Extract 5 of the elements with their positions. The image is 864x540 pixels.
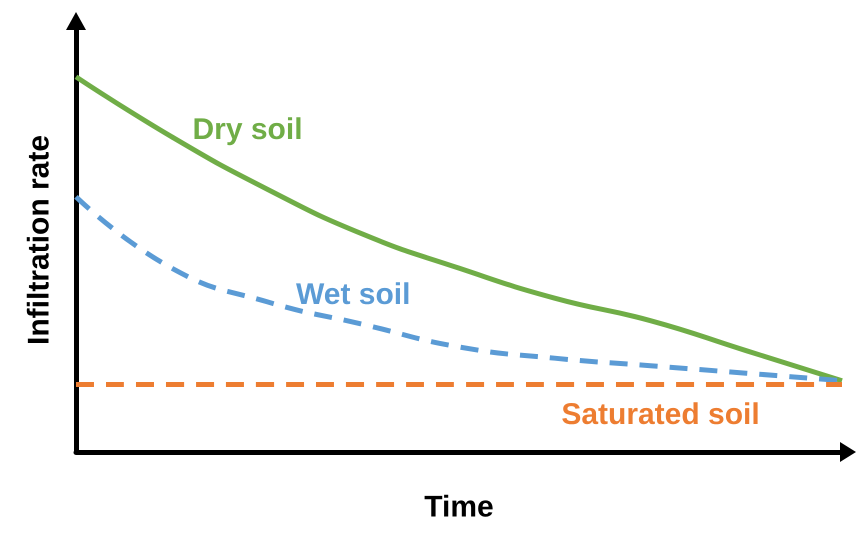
series-label: Wet soil (296, 278, 410, 311)
series-label: Dry soil (192, 112, 303, 146)
x-axis-title: Time (424, 490, 494, 524)
y-axis-title: Infiltration rate (22, 134, 56, 346)
series-label: Saturated soil (561, 398, 760, 431)
